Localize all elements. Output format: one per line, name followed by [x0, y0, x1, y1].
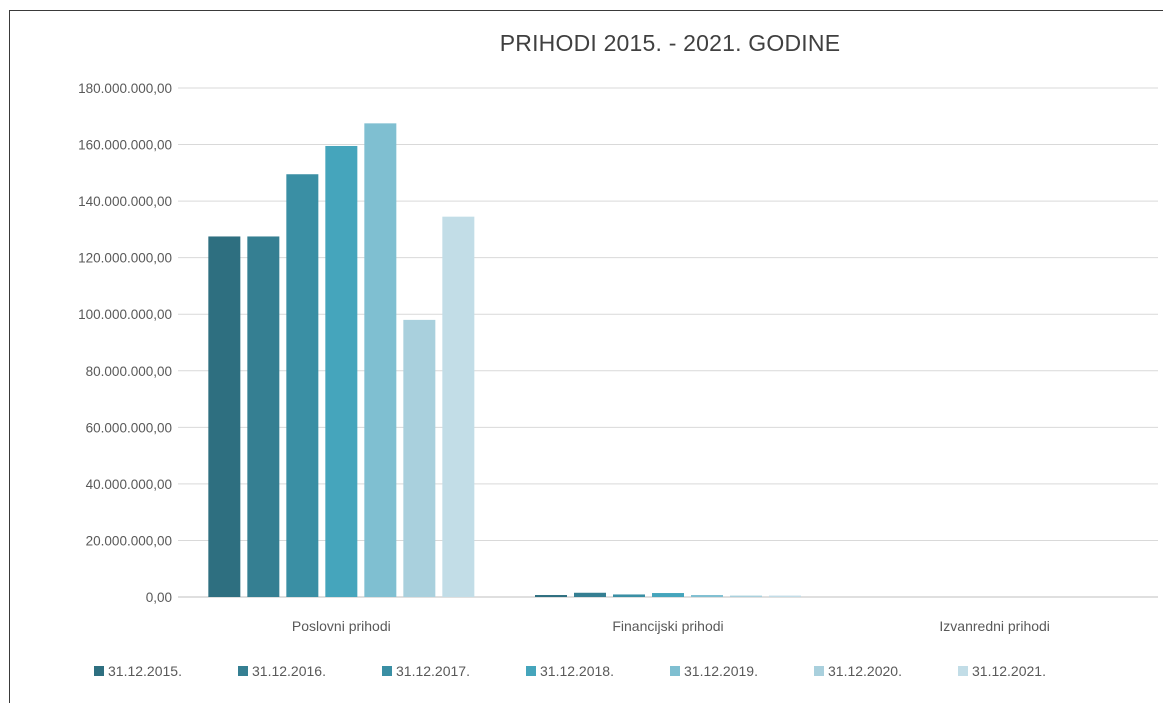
- chart-frame: [9, 10, 1163, 703]
- legend-swatch: [382, 666, 392, 676]
- legend-label: 31.12.2018.: [540, 663, 614, 679]
- category-label: Financijski prihodi: [612, 618, 723, 634]
- chart-title: PRIHODI 2015. - 2021. GODINE: [499, 30, 841, 56]
- bar: [574, 592, 606, 597]
- y-tick-label: 80.000.000,00: [86, 364, 172, 379]
- y-tick-label: 20.000.000,00: [86, 533, 172, 548]
- bar: [403, 319, 436, 597]
- bar: [535, 595, 567, 597]
- y-tick-label: 0,00: [146, 590, 172, 605]
- legend-swatch: [238, 666, 248, 676]
- x-axis-categories: Poslovni prihodi Financijski prihodi Izvan…: [292, 618, 1050, 634]
- category-label: Izvanredni prihodi: [939, 618, 1050, 634]
- legend: 31.12.2015. 31.12.2016. 31.12.2017. 31.12.2…: [94, 663, 1046, 679]
- bar: [247, 236, 280, 598]
- bar: [691, 595, 723, 597]
- y-tick-label: 40.000.000,00: [86, 477, 172, 492]
- y-tick-label: 60.000.000,00: [86, 420, 172, 435]
- legend-label: 31.12.2015.: [108, 663, 182, 679]
- bar: [286, 174, 319, 597]
- legend-swatch: [94, 666, 104, 676]
- bar: [364, 123, 397, 597]
- bar: [208, 236, 241, 598]
- bar: [652, 593, 684, 597]
- bar: [613, 594, 645, 597]
- y-tick-label: 180.000.000,00: [78, 81, 172, 96]
- legend-label: 31.12.2020.: [828, 663, 902, 679]
- legend-swatch: [670, 666, 680, 676]
- bar: [769, 595, 801, 597]
- legend-label: 31.12.2016.: [252, 663, 326, 679]
- legend-swatch: [526, 666, 536, 676]
- bars: [208, 123, 801, 598]
- legend-label: 31.12.2017.: [396, 663, 470, 679]
- y-tick-label: 100.000.000,00: [78, 307, 172, 322]
- y-axis-ticks: 0,00 20.000.000,00 40.000.000,00 60.000.000…: [78, 81, 172, 605]
- bar: [325, 145, 358, 597]
- y-tick-label: 120.000.000,00: [78, 251, 172, 266]
- gridlines: [178, 87, 1158, 598]
- bar: [442, 216, 475, 598]
- y-tick-label: 160.000.000,00: [78, 138, 172, 153]
- legend-swatch: [814, 666, 824, 676]
- y-tick-label: 140.000.000,00: [78, 194, 172, 209]
- legend-swatch: [958, 666, 968, 676]
- bar: [730, 595, 762, 597]
- legend-label: 31.12.2021.: [972, 663, 1046, 679]
- legend-label: 31.12.2019.: [684, 663, 758, 679]
- category-label: Poslovni prihodi: [292, 618, 391, 634]
